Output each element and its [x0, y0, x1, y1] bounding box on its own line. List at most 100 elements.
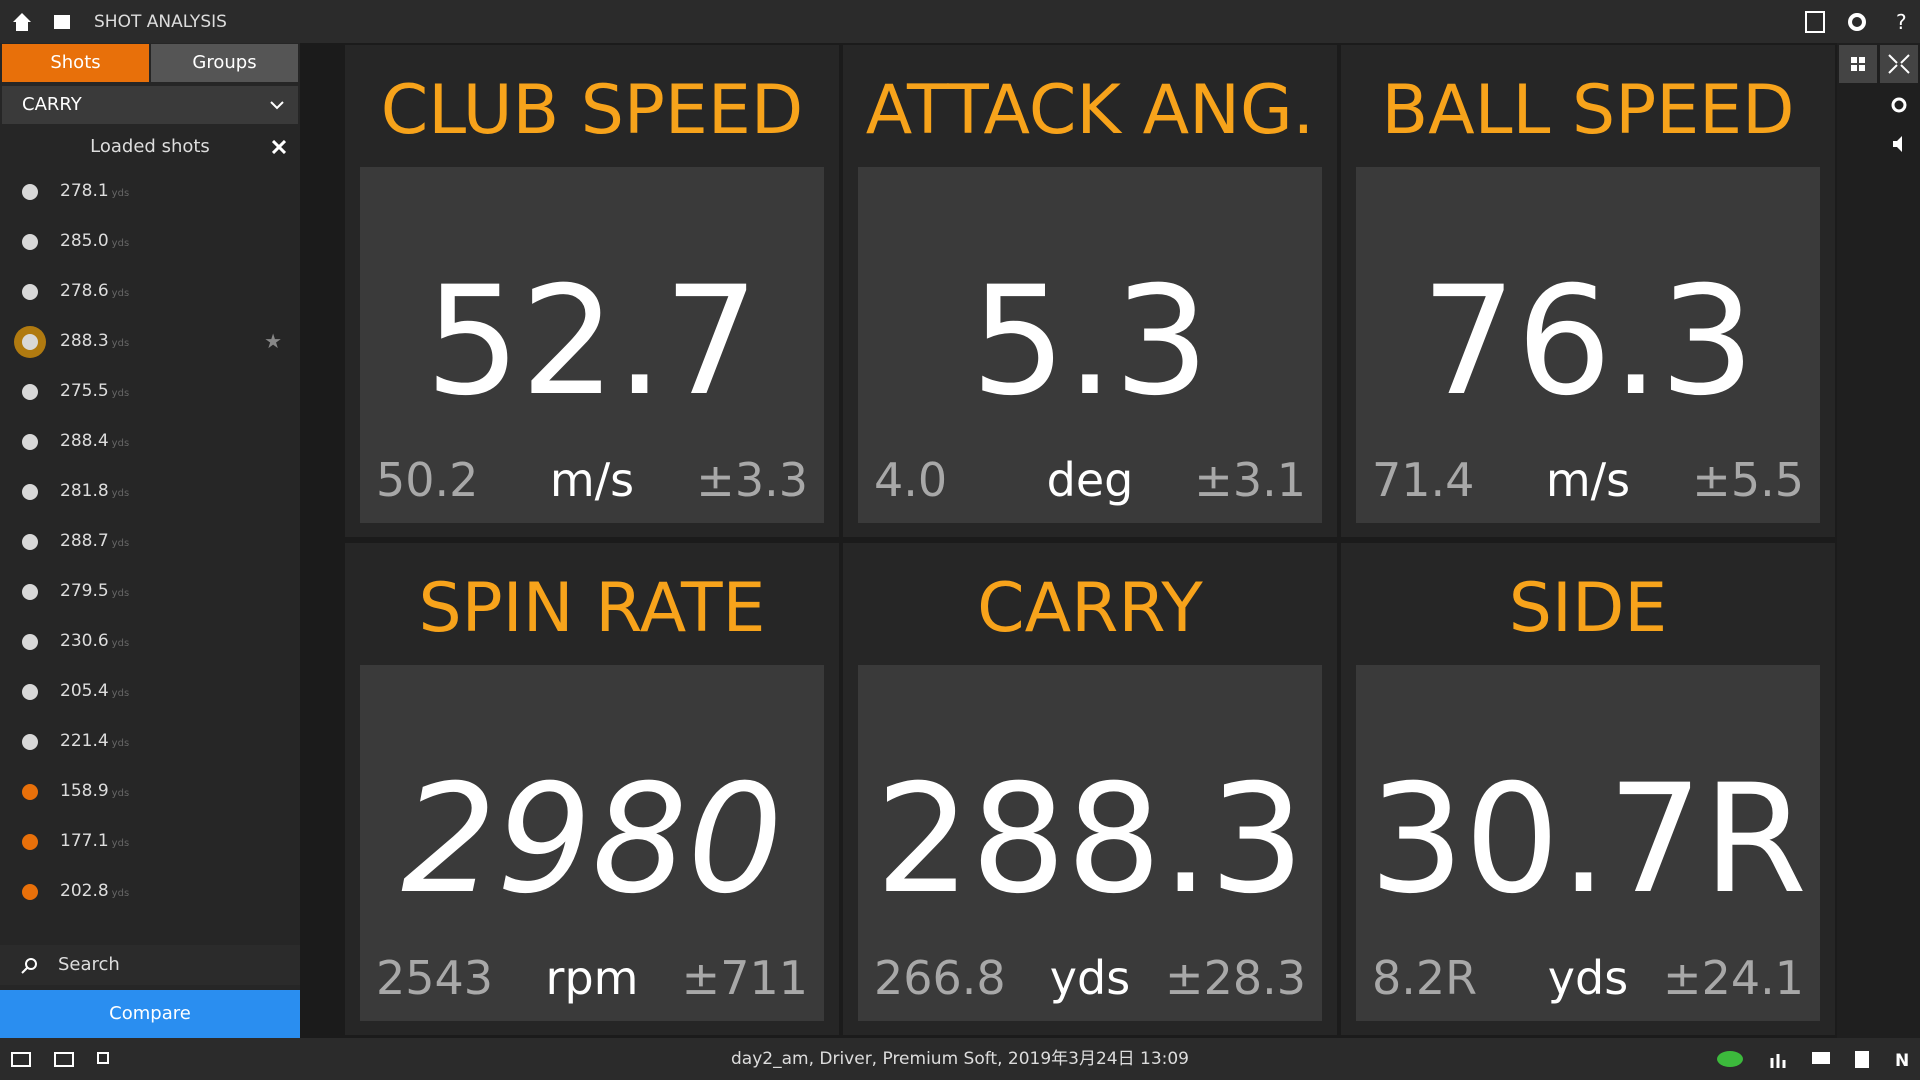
shot-dot	[22, 684, 38, 700]
metric-title: ATTACK ANG.	[865, 71, 1315, 150]
shot-row[interactable]: 288.4 yds	[0, 417, 300, 467]
shot-value: 288.4 yds	[60, 431, 130, 451]
dropdown[interactable]: CARRY	[2, 86, 298, 124]
metric-box: 52.7 50.2 m/s ±3.3	[360, 167, 824, 523]
shot-value: 278.6 yds	[60, 281, 130, 301]
list-title: Loaded shots	[90, 136, 210, 157]
status-icons-left[interactable]	[10, 1050, 110, 1070]
tab[interactable]: Shots	[2, 44, 149, 82]
dropdown-label: CARRY	[22, 94, 82, 115]
shot-dot	[22, 484, 38, 500]
shot-unit: yds	[111, 738, 130, 749]
metric-unit: m/s	[1545, 453, 1631, 507]
metric-value: 52.7	[425, 255, 759, 429]
chevron	[270, 101, 284, 110]
metric-unit: yds	[1049, 951, 1131, 1005]
metric-title: SIDE	[1508, 569, 1668, 648]
metric-box: 30.7R 8.2R yds ±24.1	[1356, 665, 1820, 1021]
shot-value: 158.9 yds	[60, 781, 130, 801]
shot-dot	[22, 434, 38, 450]
right-bar	[1837, 43, 1920, 1038]
shot-row[interactable]: 177.1 yds	[0, 817, 300, 867]
shot-dot	[22, 284, 38, 300]
shot-row[interactable]: 279.5 yds	[0, 567, 300, 617]
top-bar: SHOT ANALYSIS ?	[0, 0, 1920, 43]
shot-row[interactable]: 202.8 yds	[0, 867, 300, 917]
shot-row[interactable]: 278.1 yds	[0, 167, 300, 217]
metric-deviation: ±3.1	[1194, 453, 1306, 507]
metric-value: 30.7R	[1368, 753, 1808, 927]
metric-box: 288.3 266.8 yds ±28.3	[858, 665, 1322, 1021]
close-icon[interactable]	[272, 140, 286, 154]
right-icons[interactable]	[1837, 43, 1920, 163]
metric-deviation: ±24.1	[1663, 951, 1804, 1005]
shot-dot	[22, 234, 38, 250]
metric-tile: ATTACK ANG. 5.3 4.0 deg ±3.1	[843, 45, 1337, 537]
metric-unit: rpm	[545, 951, 639, 1005]
metric-deviation: ±711	[681, 951, 808, 1005]
shot-unit: yds	[111, 538, 130, 549]
shot-dot	[22, 734, 38, 750]
svg-text:N: N	[1895, 1051, 1909, 1070]
metric-average: 266.8	[874, 951, 1006, 1005]
metric-unit: deg	[1046, 453, 1134, 507]
list-header: Loaded shots	[0, 130, 300, 164]
metric-title: BALL SPEED	[1381, 71, 1795, 150]
shot-row[interactable]: 221.4 yds	[0, 717, 300, 767]
search-label: Search	[58, 954, 120, 975]
shot-row[interactable]: ★ 288.3 yds	[0, 317, 300, 367]
favorite-star[interactable]: ★	[264, 329, 282, 353]
shot-unit: yds	[111, 688, 130, 699]
metric-deviation: ±28.3	[1165, 951, 1306, 1005]
metric-value: 76.3	[1421, 255, 1755, 429]
nav-icons[interactable]	[10, 10, 70, 34]
shot-unit: yds	[111, 588, 130, 599]
shot-unit: yds	[111, 488, 130, 499]
shot-value: 288.3 yds	[60, 331, 130, 351]
metric-tile: SIDE 30.7R 8.2R yds ±24.1	[1341, 543, 1835, 1035]
metric-tile: BALL SPEED 76.3 71.4 m/s ±5.5	[1341, 45, 1835, 537]
tile-grid: CLUB SPEED 52.7 50.2 m/s ±3.3 ATTACK ANG. 5.3 4…	[345, 45, 1835, 1035]
shot-row[interactable]: 275.5 yds	[0, 367, 300, 417]
shot-dot	[22, 534, 38, 550]
shot-value: 230.6 yds	[60, 631, 130, 651]
shot-unit: yds	[111, 788, 130, 799]
shot-unit: yds	[111, 288, 130, 299]
metric-title: SPIN RATE	[418, 569, 766, 648]
shot-unit: yds	[111, 438, 130, 449]
metric-average: 50.2	[376, 453, 479, 507]
shot-row[interactable]: 285.0 yds	[0, 217, 300, 267]
status-icons-right[interactable]: N	[1715, 1048, 1915, 1070]
metric-box: 5.3 4.0 deg ±3.1	[858, 167, 1322, 523]
metric-average: 71.4	[1372, 453, 1475, 507]
app-title: SHOT ANALYSIS	[94, 12, 227, 32]
shot-row[interactable]: 230.6 yds	[0, 617, 300, 667]
shot-row[interactable]: 281.8 yds	[0, 467, 300, 517]
shot-value: 275.5 yds	[60, 381, 130, 401]
metric-value: 2980	[401, 753, 783, 927]
metric-tile: CARRY 288.3 266.8 yds ±28.3	[843, 543, 1337, 1035]
search[interactable]: Search	[0, 945, 300, 985]
shot-unit: yds	[111, 838, 130, 849]
metric-value: 5.3	[970, 255, 1210, 429]
metric-tile: SPIN RATE 2980 2543 rpm ±711	[345, 543, 839, 1035]
tab[interactable]: Groups	[151, 44, 298, 82]
metric-deviation: ±5.5	[1692, 453, 1804, 507]
shot-value: 205.4 yds	[60, 681, 130, 701]
shot-row[interactable]: 288.7 yds	[0, 517, 300, 567]
status-bar: day2_am, Driver, Premium Soft, 2019年3月24…	[0, 1038, 1920, 1080]
shot-row[interactable]: 205.4 yds	[0, 667, 300, 717]
shot-value: 202.8 yds	[60, 881, 130, 901]
shot-value: 279.5 yds	[60, 581, 130, 601]
shot-unit: yds	[111, 638, 130, 649]
shot-dot	[22, 784, 38, 800]
metric-title: CARRY	[977, 569, 1203, 648]
shot-row[interactable]: 278.6 yds	[0, 267, 300, 317]
metric-tile: CLUB SPEED 52.7 50.2 m/s ±3.3	[345, 45, 839, 537]
compare-button[interactable]: Compare	[0, 990, 300, 1038]
metric-unit: yds	[1547, 951, 1629, 1005]
top-icons[interactable]: ?	[1800, 10, 1910, 34]
shot-row[interactable]: 158.9 yds	[0, 767, 300, 817]
metric-average: 4.0	[874, 453, 948, 507]
